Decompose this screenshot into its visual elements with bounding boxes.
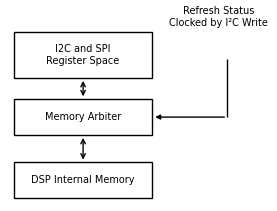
Text: Memory Arbiter: Memory Arbiter: [45, 112, 121, 122]
Text: I2C and SPI
Register Space: I2C and SPI Register Space: [47, 44, 120, 66]
Bar: [14, 32, 152, 78]
Bar: [14, 99, 152, 135]
Text: DSP Internal Memory: DSP Internal Memory: [31, 175, 135, 185]
Text: Refresh Status
Clocked by I²C Write: Refresh Status Clocked by I²C Write: [170, 6, 268, 28]
Bar: [14, 162, 152, 198]
